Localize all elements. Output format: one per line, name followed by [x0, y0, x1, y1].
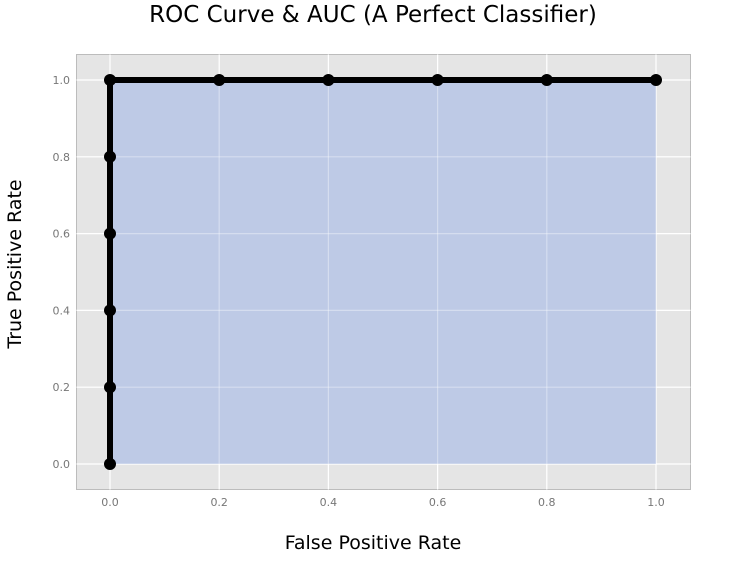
data-point-marker [213, 74, 226, 86]
data-point-marker [104, 381, 116, 394]
y-tick-label: 0.8 [53, 151, 71, 164]
y-axis-ticks: 0.0 0.2 0.4 0.6 0.8 1.0 [53, 74, 71, 471]
data-point-marker [431, 74, 444, 86]
data-point-marker [322, 74, 335, 86]
chart-title: ROC Curve & AUC (A Perfect Classifier) [149, 2, 597, 28]
x-tick-label: 0.6 [429, 496, 447, 509]
y-tick-label: 0.0 [53, 458, 71, 471]
y-tick-label: 0.6 [53, 228, 71, 241]
data-point-marker [104, 227, 116, 240]
data-point-marker [104, 304, 116, 317]
data-point-marker [540, 74, 553, 86]
data-point-marker [104, 458, 116, 470]
y-axis-label: True Positive Rate [4, 179, 26, 349]
auc-area [110, 80, 656, 464]
x-tick-label: 0.8 [538, 496, 556, 509]
data-point-marker [104, 74, 116, 86]
y-tick-label: 0.2 [53, 381, 71, 394]
roc-curve-markers [104, 74, 662, 470]
data-point-marker [104, 150, 116, 163]
x-tick-label: 0.0 [101, 496, 119, 509]
x-tick-label: 0.4 [320, 496, 338, 509]
x-tick-label: 0.2 [210, 496, 228, 509]
x-tick-label: 1.0 [647, 496, 665, 509]
x-axis-ticks: 0.0 0.2 0.4 0.6 0.8 1.0 [101, 496, 665, 509]
x-axis-label: False Positive Rate [284, 532, 462, 554]
y-tick-label: 1.0 [53, 74, 71, 87]
y-tick-label: 0.4 [53, 304, 71, 317]
data-point-marker [650, 74, 662, 86]
